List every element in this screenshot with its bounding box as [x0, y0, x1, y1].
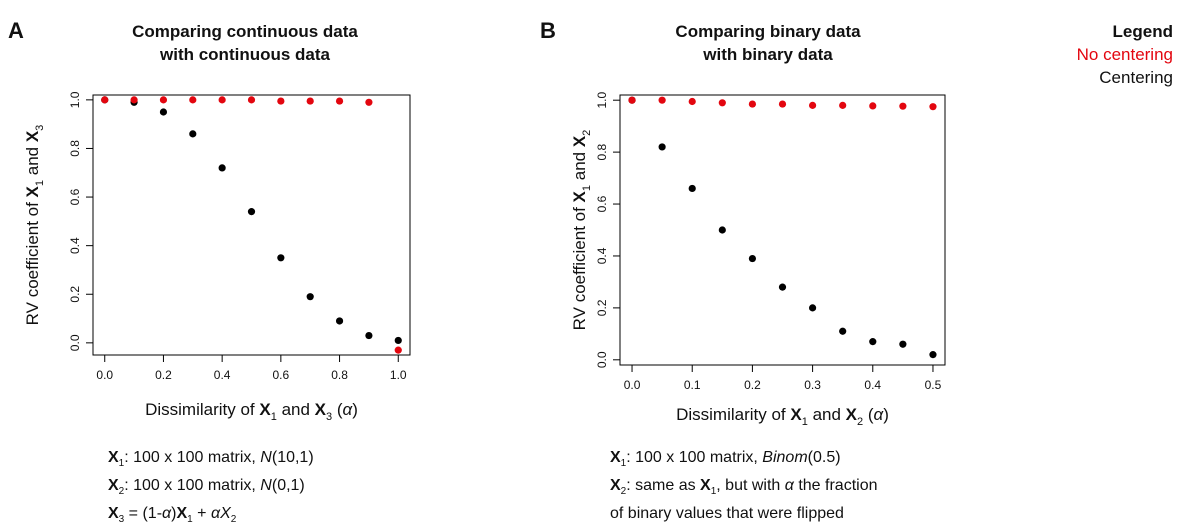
- chart1-point-centering: [159, 108, 168, 116]
- chart2-point-centering: [929, 351, 937, 359]
- chart1-point-centering: [365, 331, 373, 340]
- chart1-x-tick-label: 0.2: [155, 368, 172, 382]
- chart1-x-tick-label: 0.4: [214, 368, 231, 382]
- panel-a-title-line2: with continuous data: [160, 45, 330, 64]
- caption-a-line2: X2: 100 x 100 matrix, N(0,1): [108, 477, 305, 498]
- legend-title: Legend: [1112, 22, 1173, 41]
- chart2-y-tick-label: 1.0: [595, 92, 609, 109]
- chart1-point-centering: [394, 336, 402, 345]
- panel-letter-a: A: [8, 18, 24, 43]
- chart2-point-no-centering: [899, 102, 907, 110]
- chart1-point-no-centering: [218, 96, 226, 104]
- panel-a-caption: X1: 100 x 100 matrix, N(10,1) X2: 100 x …: [108, 447, 314, 532]
- chart1-point-no-centering: [247, 96, 256, 104]
- chart2-point-no-centering: [628, 96, 636, 104]
- chart2-point-no-centering: [808, 101, 817, 109]
- chart2-x-tick-label: 0.2: [744, 378, 761, 392]
- chart1-y-tick-label: 0.6: [68, 188, 82, 205]
- chart2-plot-frame: [619, 94, 946, 366]
- legend-no-centering: No centering: [1076, 45, 1173, 64]
- chart1-x-tick-label: 0.6: [273, 368, 290, 382]
- chart1-point-centering: [306, 293, 314, 301]
- chart1-plot-frame: [92, 94, 411, 356]
- panel-b-caption: X1: 100 x 100 matrix, Binom(0.5) X2: sam…: [610, 447, 878, 525]
- panel-letter-b: B: [540, 18, 556, 43]
- chart2-point-no-centering: [778, 100, 787, 108]
- chart2-point-centering: [778, 283, 787, 291]
- chart2-point-no-centering: [658, 96, 666, 104]
- chart1-y-tick-label: 0.4: [68, 237, 82, 254]
- chart2-point-centering: [658, 143, 666, 151]
- chart1-point-centering: [277, 254, 285, 262]
- chart2-y-tick-label: 0.6: [595, 195, 609, 212]
- chart1-y-axis-label: RV coefficient of X1 and X3: [23, 125, 46, 326]
- chart2-x-tick-label: 0.0: [624, 378, 641, 392]
- chart1-point-no-centering: [365, 98, 373, 106]
- chart2-x-axis-label: Dissimilarity of X1 and X2 (α): [676, 405, 889, 428]
- chart1-y-tick-label: 0.8: [68, 140, 82, 157]
- chart2-point-centering: [899, 340, 907, 348]
- chart1-y-tick-label: 0.2: [68, 286, 82, 303]
- chart1-point-no-centering: [189, 96, 197, 104]
- chart1-point-no-centering: [335, 97, 344, 105]
- chart1-point-no-centering: [277, 97, 285, 105]
- chart1-point-no-centering: [306, 97, 314, 105]
- chart1-x-axis-label: Dissimilarity of X1 and X3 (α): [145, 400, 358, 423]
- chart2-point-centering: [869, 338, 877, 346]
- panel-a-title-line1: Comparing continuous data: [132, 22, 358, 41]
- chart2-y-tick-label: 0.2: [595, 299, 609, 316]
- chart2-point-no-centering: [688, 97, 696, 106]
- caption-a-line3: X3 = (1-α)X1 + αX2: [108, 505, 237, 526]
- caption-a-line1: X1: 100 x 100 matrix, N(10,1): [108, 449, 314, 470]
- chart2-y-tick-label: 0.8: [595, 143, 609, 160]
- legend: Legend No centering Centering: [1077, 20, 1173, 89]
- chart2-x-tick-label: 0.4: [864, 378, 881, 392]
- chart2-point-centering: [748, 254, 757, 263]
- panel-a-title: Comparing continuous data with continuou…: [95, 20, 395, 66]
- chart1-point-centering: [189, 130, 197, 138]
- chart1-x-tick-label: 0.8: [331, 368, 348, 382]
- caption-b-line3: of binary values that were flipped: [610, 505, 844, 523]
- chart2-x-tick-label: 0.1: [684, 378, 701, 392]
- caption-b-line2: X2: same as X1, but with α the fraction: [610, 477, 878, 498]
- chart1-point-no-centering: [159, 96, 168, 104]
- chart2-point-no-centering: [869, 102, 877, 110]
- chart1-point-centering: [218, 164, 226, 172]
- chart1-point-centering: [335, 317, 344, 325]
- chart1-point-centering: [247, 208, 256, 216]
- chart2-point-no-centering: [929, 103, 937, 111]
- chart2-point-centering: [808, 304, 817, 312]
- chart2-point-no-centering: [748, 100, 757, 108]
- chart1-point-no-centering: [130, 96, 138, 104]
- chart2-point-centering: [839, 327, 847, 335]
- chart2-point-centering: [718, 226, 726, 234]
- chart2-point-no-centering: [718, 99, 726, 107]
- panel-b-title-line2: with binary data: [703, 45, 833, 64]
- chart1-y-tick-label: 0.0: [68, 334, 82, 351]
- chart2-x-tick-label: 0.5: [925, 378, 942, 392]
- chart1-point-no-centering: [101, 96, 109, 104]
- panel-b-title: Comparing binary data with binary data: [618, 20, 918, 66]
- chart2-y-axis-label: RV coefficient of X1 and X2: [570, 130, 593, 331]
- chart1-y-tick-label: 1.0: [68, 91, 82, 108]
- chart2-point-centering: [688, 184, 696, 193]
- caption-b-line1: X1: 100 x 100 matrix, Binom(0.5): [610, 449, 841, 470]
- chart1-x-tick-label: 1.0: [390, 368, 407, 382]
- chart2-point-no-centering: [839, 101, 847, 109]
- panel-b-title-line1: Comparing binary data: [675, 22, 861, 41]
- chart2-y-tick-label: 0.0: [595, 351, 609, 368]
- legend-centering: Centering: [1099, 68, 1173, 87]
- chart1-x-tick-label: 0.0: [96, 368, 113, 382]
- chart2-x-tick-label: 0.3: [804, 378, 821, 392]
- chart2-y-tick-label: 0.4: [595, 247, 609, 264]
- chart1-point-no-centering: [394, 346, 402, 354]
